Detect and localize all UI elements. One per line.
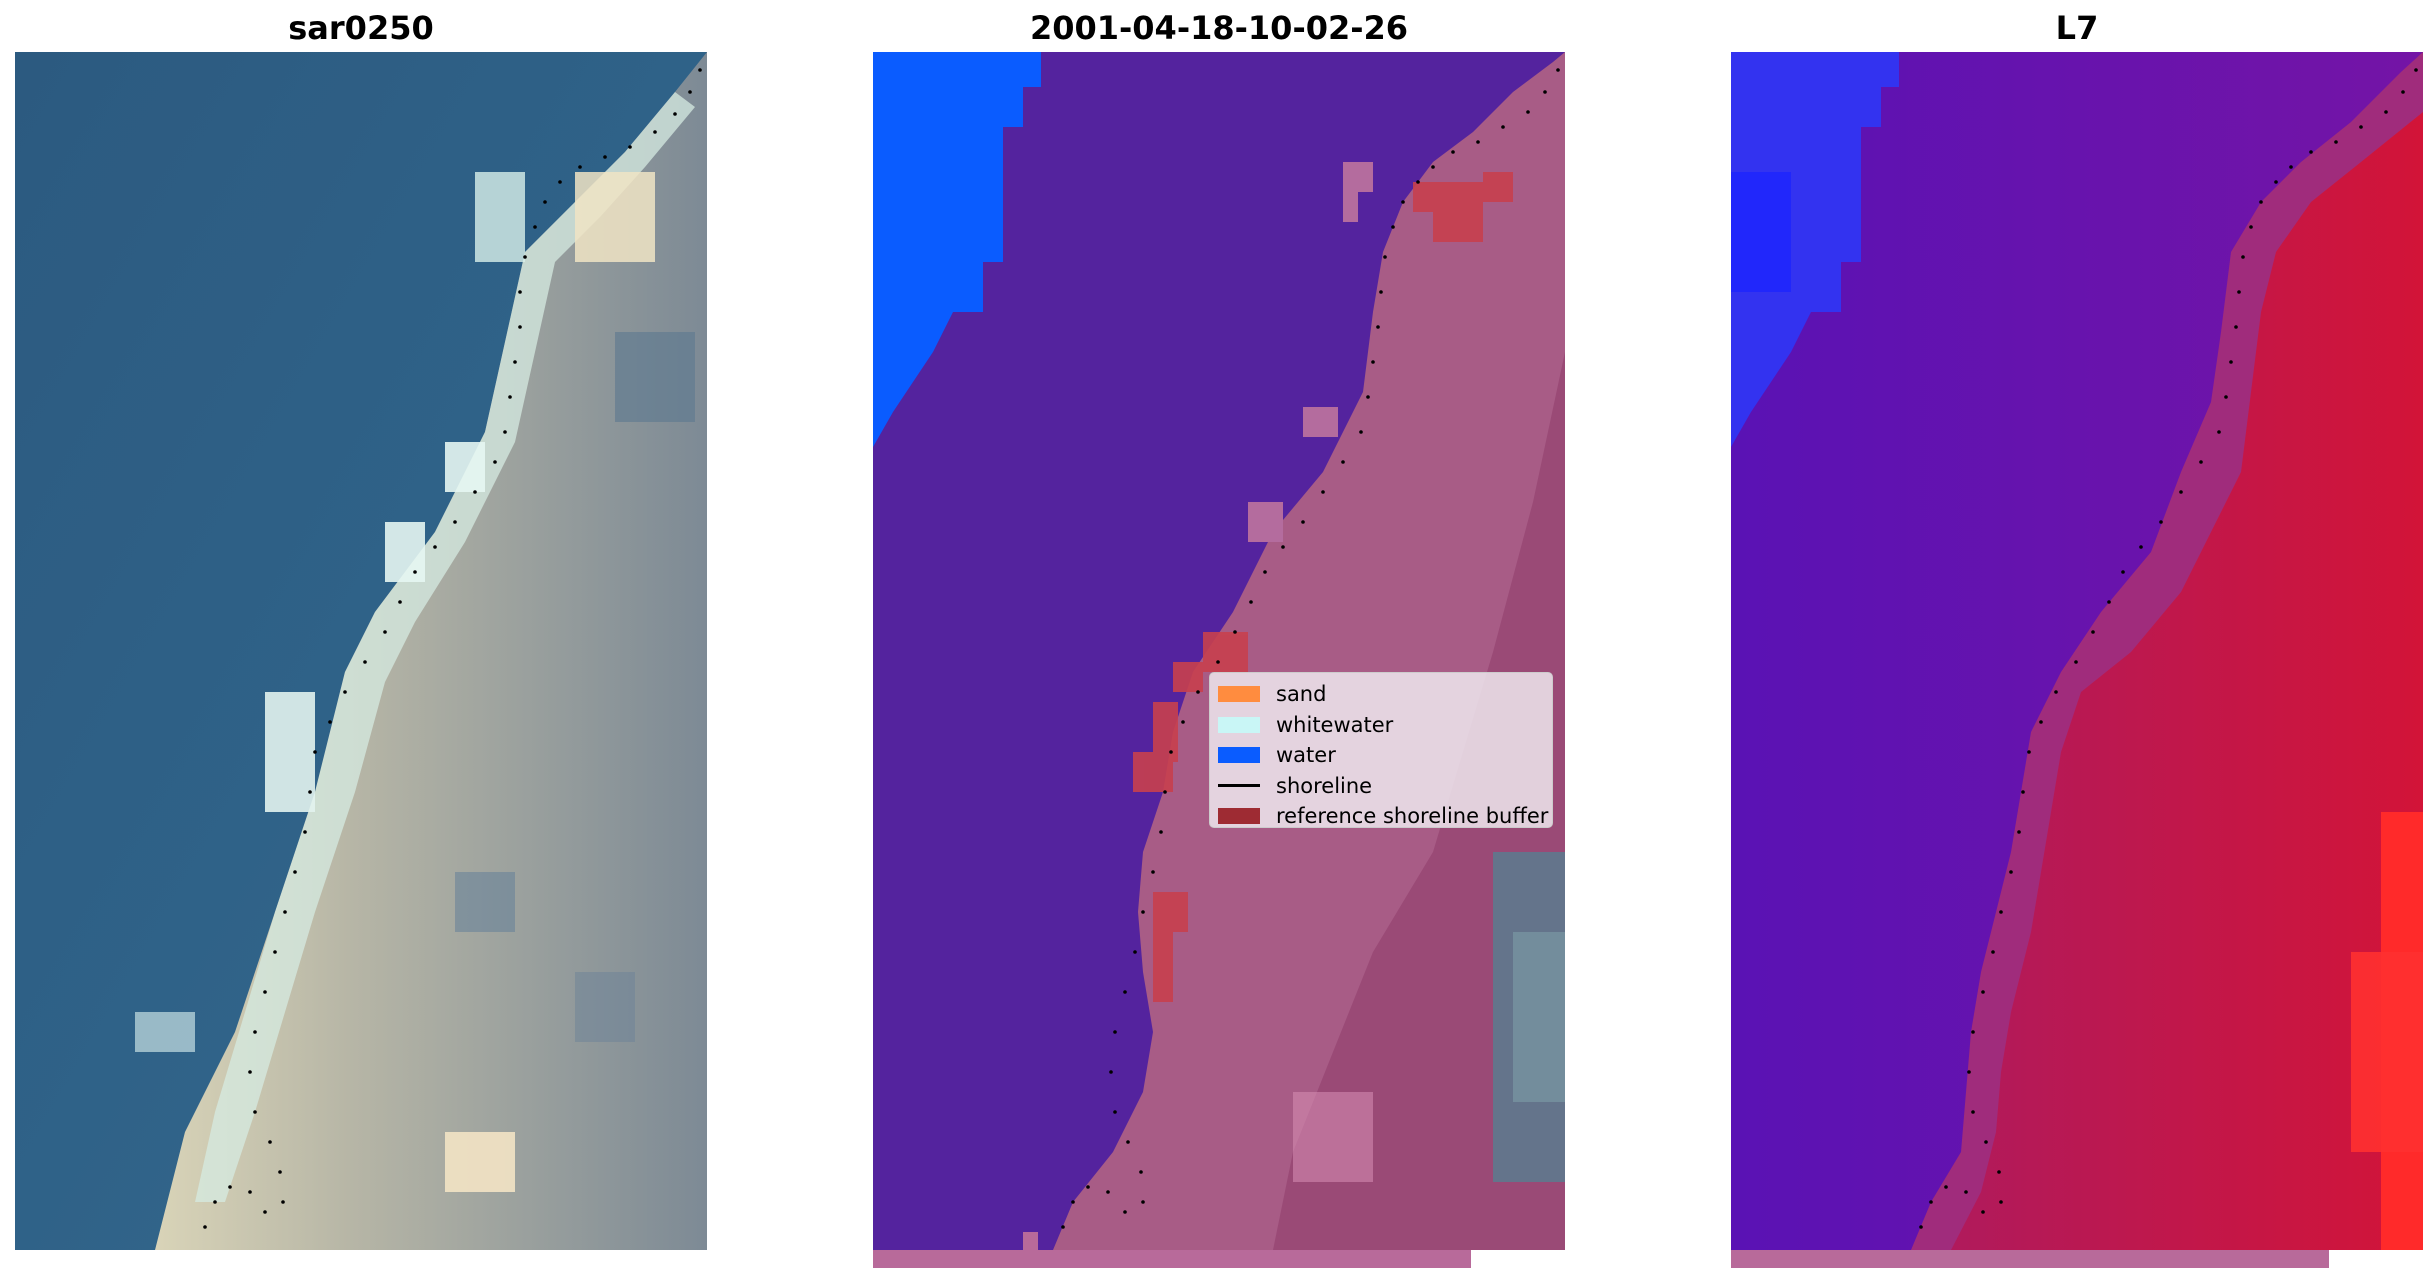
legend-item-sand: sand (1218, 679, 1542, 710)
whitewater-swatch (1218, 716, 1260, 733)
water-swatch (1218, 747, 1260, 764)
legend-item-shoreline: shoreline (1218, 771, 1542, 802)
legend-item-water: water (1218, 740, 1542, 771)
sand-swatch (1218, 686, 1260, 703)
shoreline-line-swatch (1218, 784, 1260, 788)
rgb-satellite-image (15, 52, 707, 1250)
legend-item-reference-buffer: reference shoreline buffer (1218, 801, 1548, 832)
legend-label-water: water (1276, 743, 1336, 768)
legend: sand whitewater water shoreline referenc… (1209, 672, 1553, 828)
panel-title-classified: 2001-04-18-10-02-26 (1029, 9, 1409, 47)
classified-image (873, 52, 1565, 1268)
panel-title-mndwi: L7 (2055, 9, 2099, 47)
legend-label-shoreline: shoreline (1276, 773, 1373, 798)
legend-label-whitewater: whitewater (1276, 712, 1394, 737)
legend-label-sand: sand (1276, 682, 1327, 707)
mndwi-image (1731, 52, 2423, 1268)
panel-title-rgb: sar0250 (288, 9, 434, 47)
reference-buffer-swatch (1218, 808, 1260, 825)
legend-item-whitewater: whitewater (1218, 710, 1542, 741)
legend-label-reference-buffer: reference shoreline buffer (1276, 804, 1549, 829)
